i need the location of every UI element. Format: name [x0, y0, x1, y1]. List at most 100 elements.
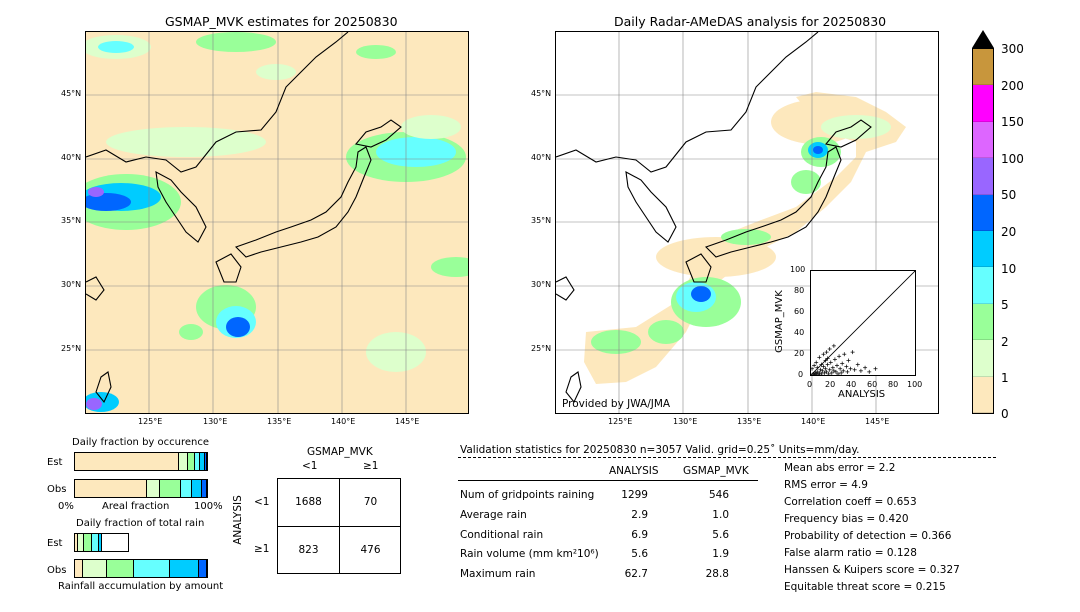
colorbar-label: 200: [1001, 79, 1024, 93]
validation-row-label: Rain volume (mm km²10⁶): [460, 548, 599, 560]
fraction-rain-row-label: Obs: [47, 565, 67, 576]
scatter-x-tick: 20: [825, 380, 836, 389]
scatter-point: [867, 369, 872, 374]
fraction-bar-segment: [83, 534, 93, 551]
scatter-point: [830, 365, 835, 370]
colorbar-label: 1: [1001, 371, 1009, 385]
fraction-bar-segment: [98, 534, 102, 551]
fraction-bar-segment: [107, 560, 135, 577]
fraction-bar-segment: [77, 534, 84, 551]
right-lat-tick: 45°N: [531, 89, 552, 98]
scatter-xlabel: ANALYSIS: [838, 389, 886, 400]
fraction-occurrence-row-label: Est: [47, 457, 63, 468]
fraction-bar-segment: [202, 480, 207, 497]
fraction-bar-segment: [82, 560, 108, 577]
fraction-bar-segment: [92, 534, 99, 551]
score-line: RMS error = 4.9: [784, 479, 868, 491]
scatter-point: [846, 358, 851, 363]
fraction-bar-segment: [134, 560, 170, 577]
contingency-col-label: ≥1: [363, 460, 379, 472]
validation-header: Validation statistics for 20250830 n=305…: [460, 444, 860, 456]
right-lat-tick: 25°N: [531, 344, 552, 353]
scatter-point: [842, 352, 847, 357]
contingency-row-label: <1: [254, 496, 270, 508]
scatter-point: [824, 369, 829, 374]
fraction-bar-segment: [192, 480, 203, 497]
scatter-point: [828, 360, 833, 365]
colorbar-label: 20: [1001, 225, 1017, 239]
scatter-point: [826, 371, 831, 376]
scatter-point: [831, 368, 836, 373]
fraction-bar-segment: [179, 453, 188, 470]
scatter-point: [827, 367, 832, 372]
right-lat-tick: 40°N: [531, 153, 552, 162]
scatter-point: [831, 343, 836, 348]
fraction-bar-segment: [75, 560, 83, 577]
validation-analysis-value: 5.6: [631, 548, 648, 560]
colorbar-segment: [973, 230, 993, 268]
left-lon-tick: 140°E: [331, 417, 356, 426]
validation-row-label: Maximum rain: [460, 568, 536, 580]
fraction-axis-left: 0%: [58, 501, 74, 512]
validation-gsmap-value: 1.0: [712, 509, 729, 521]
scatter-point: [850, 350, 855, 355]
scatter-point: [863, 365, 868, 370]
fraction-bar-segment: [181, 480, 193, 497]
scatter-point: [829, 370, 834, 375]
score-line: Mean abs error = 2.2: [784, 462, 896, 474]
left-lon-tick: 135°E: [267, 417, 292, 426]
validation-row-label: Average rain: [460, 509, 527, 521]
scatter-point: [844, 364, 849, 369]
scatter-point: [852, 367, 857, 372]
score-line: Hanssen & Kuipers score = 0.327: [784, 564, 960, 576]
fraction-occurrence-title: Daily fraction by occurence: [72, 437, 210, 448]
scatter-point: [824, 350, 829, 355]
colorbar-segment: [973, 121, 993, 159]
scatter-point: [858, 368, 863, 373]
right-lat-tick: 30°N: [531, 280, 552, 289]
right-lat-tick: 35°N: [531, 216, 552, 225]
scatter-point: [845, 369, 850, 374]
scatter-y-tick: 100: [790, 265, 806, 274]
fraction-bar-segment: [75, 534, 78, 551]
left-lon-tick: 125°E: [138, 417, 163, 426]
right-lon-tick: 125°E: [608, 417, 633, 426]
contingency-cell: 70: [363, 496, 378, 508]
colorbar-label: 300: [1001, 42, 1024, 56]
scatter-y-tick: 60: [794, 307, 805, 316]
scatter-point: [833, 369, 838, 374]
fraction-occurrence-obs-bar: [74, 479, 208, 498]
fraction-bar-segment: [199, 453, 205, 470]
colorbar-label: 0: [1001, 407, 1009, 421]
colorbar-segment: [973, 340, 993, 377]
right-lon-tick: 130°E: [673, 417, 698, 426]
scatter-point: [837, 354, 842, 359]
validation-gsmap-value: 28.8: [705, 568, 729, 580]
score-line: Equitable threat score = 0.215: [784, 581, 946, 593]
scatter-point: [819, 371, 824, 376]
right-lon-tick: 135°E: [737, 417, 762, 426]
fraction-bar-segment: [75, 453, 180, 470]
scatter-point: [817, 355, 822, 360]
fraction-rain-row-label: Est: [47, 538, 63, 549]
fraction-occurrence-est-bar: [74, 452, 208, 471]
contingency-table: 1688 70 823 476: [277, 478, 401, 574]
colorbar-segment: [973, 85, 993, 122]
scatter-point: [825, 356, 830, 361]
scatter-y-tick: 20: [794, 349, 805, 358]
colorbar-segment: [973, 267, 993, 304]
scatter-point: [821, 352, 826, 357]
validation-gsmap-value: 5.6: [712, 529, 729, 541]
scatter-x-tick: 60: [867, 380, 878, 389]
colorbar-label: 100: [1001, 152, 1024, 166]
validation-row-label: Conditional rain: [460, 529, 544, 541]
contingency-col-title: GSMAP_MVK: [307, 446, 373, 458]
scatter-point: [823, 366, 828, 371]
fraction-axis-mid: Areal fraction: [102, 501, 170, 512]
fraction-bar-segment: [146, 480, 161, 497]
left-map-canvas: [86, 32, 468, 413]
scatter-point: [855, 362, 860, 367]
scatter-point: [827, 347, 832, 351]
colorbar-segment: [973, 194, 993, 231]
scatter-x-tick: 0: [807, 380, 813, 389]
